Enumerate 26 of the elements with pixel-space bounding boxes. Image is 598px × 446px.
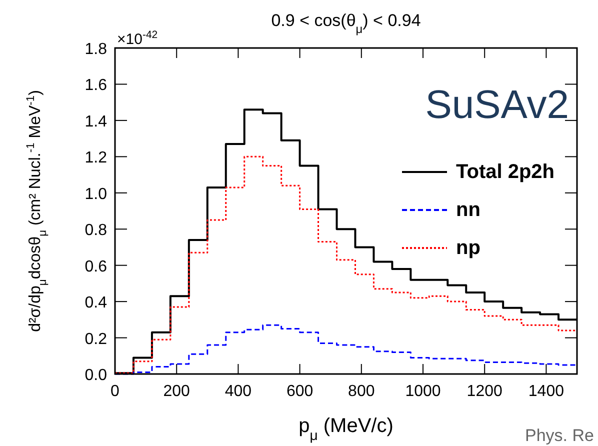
x-tick-label: 1000: [405, 383, 441, 400]
x-tick-label: 600: [286, 383, 314, 400]
text: Phys. Re: [525, 426, 594, 445]
y-tick-label: 0.4: [84, 294, 108, 312]
y-tick-label: 1.6: [84, 77, 108, 94]
y-tick-label: 1.2: [84, 150, 108, 167]
y-tick-label: 0.2: [84, 330, 108, 348]
annotation: SuSAv2: [425, 83, 569, 127]
x-tick-label: 1200: [466, 383, 502, 400]
y-tick-label: 0.6: [84, 258, 108, 276]
x-tick-label: 0: [110, 383, 120, 400]
y-tick-label: 1.4: [84, 113, 108, 130]
x-tick-label: 800: [348, 383, 375, 400]
x-axis-title: p$_{μ}$ (MeV/c): [298, 415, 394, 443]
y-tick-label: 1.0: [84, 186, 108, 203]
y-tick-label: 0.8: [84, 222, 108, 240]
legend-label: nn: [456, 199, 480, 221]
y-tick-label: 0.0: [84, 367, 108, 384]
chart-title: 0.9 < cos(θ$_{μ}$) < 0.94: [271, 11, 421, 36]
x-tick-label: 400: [224, 383, 252, 400]
x-tick-label: 200: [163, 383, 190, 400]
legend-label: Total 2p2h: [456, 161, 555, 183]
x-tick-label: 1400: [528, 383, 564, 400]
y-tick-label: 1.8: [84, 41, 108, 58]
annotation: ×10$^{-42}$: [117, 29, 158, 48]
legend-label: np: [456, 237, 480, 259]
